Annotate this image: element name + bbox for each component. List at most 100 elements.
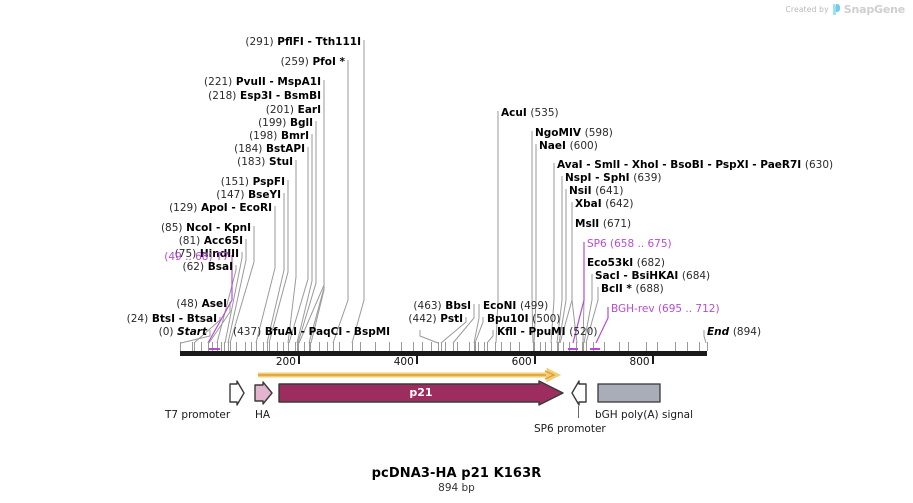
restriction-site-tick <box>287 342 289 351</box>
restriction-site-ticks <box>180 342 708 351</box>
feature-label-t7-promoter: T7 promoter <box>165 409 231 421</box>
restriction-site-tick <box>483 342 485 351</box>
restriction-site-tick <box>216 342 218 351</box>
restriction-site-tick <box>401 342 403 351</box>
label-acui: AcuI (535) <box>501 107 559 119</box>
restriction-site-tick <box>558 342 560 351</box>
restriction-site-tick <box>501 342 503 351</box>
restriction-site-tick <box>430 342 432 351</box>
restriction-site-tick <box>180 342 181 351</box>
restriction-site-tick <box>256 342 258 351</box>
restriction-site-tick <box>532 342 534 351</box>
label-eari: (201) EarI <box>265 104 321 116</box>
restriction-site-tick <box>194 342 196 351</box>
restriction-site-tick <box>327 342 329 351</box>
restriction-site-tick <box>474 342 476 351</box>
label-bgli: (199) BglI <box>258 117 313 129</box>
restriction-site-tick <box>308 342 310 351</box>
label-msli: MslI (671) <box>575 218 632 230</box>
restriction-site-tick <box>208 342 210 351</box>
label-pvuii-mspa1i: (221) PvuII - MspA1I <box>204 76 321 88</box>
created-by-label: Created by <box>785 5 829 14</box>
restriction-site-tick <box>686 342 688 351</box>
restriction-site-tick <box>557 342 559 351</box>
restriction-site-tick <box>227 342 229 351</box>
label-hindiii: (75) HindIII <box>174 248 239 260</box>
label-kfli-ppumi: KflI - PpuMI (520) <box>497 326 598 338</box>
restriction-site-tick <box>477 342 479 351</box>
restriction-site-tick <box>224 342 226 351</box>
restriction-site-tick <box>297 342 299 351</box>
feature-t7-promoter[interactable] <box>228 380 246 410</box>
restriction-site-tick <box>262 342 264 351</box>
orf-arrow-icon <box>258 367 562 383</box>
label-nsii: NsiI (641) <box>569 185 624 197</box>
restriction-site-tick <box>332 342 334 351</box>
sequence-ruler-bar <box>180 351 707 356</box>
feature-track <box>0 366 913 412</box>
label-start: (0) Start <box>158 326 207 338</box>
restriction-site-tick <box>569 342 571 351</box>
restriction-site-tick <box>351 342 353 351</box>
restriction-site-tick <box>583 342 585 351</box>
label-bstapi: (184) BstAPI <box>234 143 305 155</box>
plasmid-title: pcDNA3-HA p21 K163R <box>371 466 542 481</box>
restriction-site-tick <box>452 342 454 351</box>
label-avai-smli-xhoi-bsobi-pspxi-paer7i: AvaI - SmlI - XhoI - BsoBI - PspXI - Pae… <box>557 159 834 171</box>
restriction-site-tick <box>545 342 547 351</box>
label-bfuai-paqci-bspmi: (437) BfuAI - PaqCI - BspMI <box>233 326 391 338</box>
axis-tick-400 <box>415 356 418 364</box>
restriction-site-tick <box>707 342 708 351</box>
restriction-site-tick <box>412 342 414 351</box>
restriction-site-tick <box>592 342 594 351</box>
axis-tick-label-200: 200 <box>275 356 296 368</box>
axis-tick-label-400: 400 <box>393 356 414 368</box>
restriction-site-tick <box>288 342 290 351</box>
restriction-site-tick <box>510 342 512 351</box>
restriction-site-tick <box>318 342 320 351</box>
restriction-site-tick <box>298 342 300 351</box>
restriction-site-tick <box>539 342 541 351</box>
label-nspi-sphi: NspI - SphI (639) <box>565 172 662 184</box>
restriction-site-tick <box>645 342 647 351</box>
restriction-site-tick <box>191 342 193 351</box>
label-sp6: SP6 (658 .. 675) <box>587 238 672 250</box>
restriction-site-tick <box>563 342 565 351</box>
restriction-site-tick <box>212 342 214 351</box>
restriction-site-tick <box>374 342 376 351</box>
restriction-site-tick <box>698 342 700 351</box>
label-saci-bsihkai: SacI - BsiHKAI (684) <box>595 270 711 282</box>
label-bgh-rev: BGH-rev (695 .. 712) <box>611 303 720 315</box>
restriction-site-tick <box>675 342 677 351</box>
feature-p21-label: p21 <box>409 386 433 399</box>
feature-p21-cds[interactable] <box>277 380 565 410</box>
label-pflfi-tth111i: (291) PflFI - Tth111I <box>245 36 361 48</box>
label-end: End (894) <box>707 326 762 338</box>
restriction-site-tick <box>585 342 587 351</box>
label-bcli: BclI * (688) <box>601 283 664 295</box>
axis-tick-600 <box>533 356 536 364</box>
restriction-site-tick <box>389 342 391 351</box>
feature-ha-tag[interactable] <box>253 380 275 410</box>
label-bseyi: (147) BseYI <box>216 189 281 201</box>
restriction-site-tick <box>339 342 341 351</box>
snapgene-brand-label: SnapGene <box>843 3 905 16</box>
restriction-site-tick <box>437 342 439 351</box>
restriction-site-tick <box>296 342 298 351</box>
feature-bgh-polya-signal[interactable] <box>597 383 661 407</box>
label-bpu10i: Bpu10I (500) <box>487 313 561 325</box>
restriction-site-tick <box>244 342 246 351</box>
restriction-site-tick <box>310 342 312 351</box>
restriction-site-tick <box>556 342 558 351</box>
restriction-site-tick <box>533 342 535 351</box>
restriction-site-tick <box>250 342 252 351</box>
label-apoi-ecori: (129) ApoI - EcoRI <box>169 202 272 214</box>
restriction-site-tick <box>303 342 305 351</box>
label-ncoi-kpni: (85) NcoI - KpnI <box>160 222 251 234</box>
label-xbai: XbaI (642) <box>575 198 634 210</box>
restriction-site-tick <box>457 342 459 351</box>
feature-sp6-promoter[interactable] <box>570 380 588 410</box>
restriction-site-tick <box>236 342 237 351</box>
plasmid-length: 894 bp <box>438 482 475 494</box>
